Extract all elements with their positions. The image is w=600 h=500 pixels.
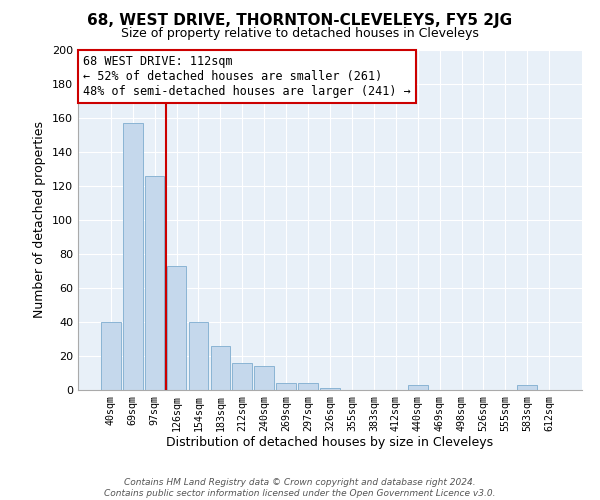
Bar bbox=[232, 363, 252, 390]
Text: Size of property relative to detached houses in Cleveleys: Size of property relative to detached ho… bbox=[121, 28, 479, 40]
X-axis label: Distribution of detached houses by size in Cleveleys: Distribution of detached houses by size … bbox=[166, 436, 494, 450]
Text: Contains HM Land Registry data © Crown copyright and database right 2024.
Contai: Contains HM Land Registry data © Crown c… bbox=[104, 478, 496, 498]
Bar bbox=[145, 176, 164, 390]
Bar bbox=[254, 366, 274, 390]
Bar bbox=[188, 322, 208, 390]
Bar bbox=[211, 346, 230, 390]
Bar bbox=[276, 383, 296, 390]
Bar bbox=[408, 385, 428, 390]
Bar bbox=[101, 322, 121, 390]
Text: 68, WEST DRIVE, THORNTON-CLEVELEYS, FY5 2JG: 68, WEST DRIVE, THORNTON-CLEVELEYS, FY5 … bbox=[88, 12, 512, 28]
Bar bbox=[517, 385, 537, 390]
Text: 68 WEST DRIVE: 112sqm
← 52% of detached houses are smaller (261)
48% of semi-det: 68 WEST DRIVE: 112sqm ← 52% of detached … bbox=[83, 55, 411, 98]
Bar bbox=[167, 266, 187, 390]
Bar bbox=[298, 383, 318, 390]
Bar bbox=[123, 123, 143, 390]
Bar bbox=[320, 388, 340, 390]
Y-axis label: Number of detached properties: Number of detached properties bbox=[34, 122, 46, 318]
